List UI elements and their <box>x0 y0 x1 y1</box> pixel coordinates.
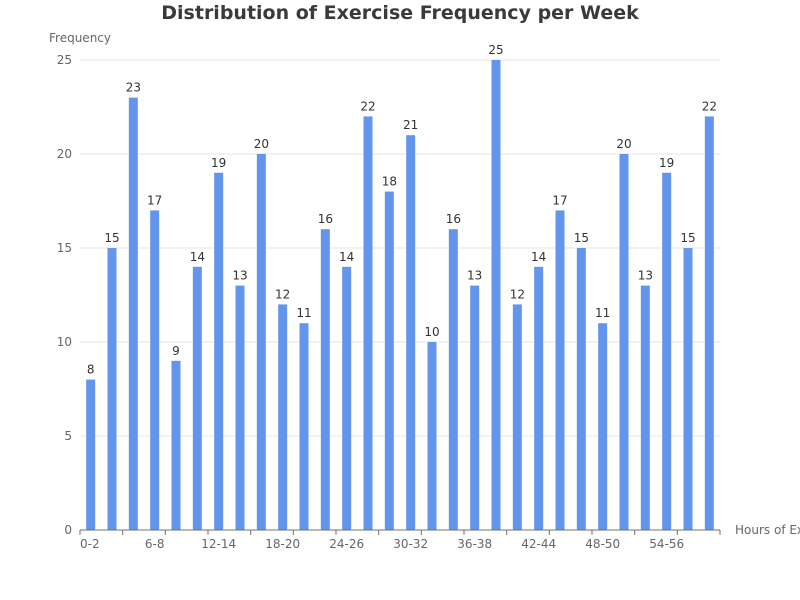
data-label: 17 <box>147 193 162 207</box>
bar-8-10[interactable] <box>171 360 181 530</box>
bar-10-12[interactable] <box>192 266 202 530</box>
data-label: 15 <box>104 231 119 245</box>
bar-54-56[interactable] <box>662 172 672 531</box>
x-tick-label: 0-2 <box>80 537 100 551</box>
bar-30-32[interactable] <box>406 135 416 530</box>
y-axis-title: Frequency <box>49 31 111 45</box>
x-tick-label: 18-20 <box>265 537 300 551</box>
bar-36-38[interactable] <box>470 285 480 530</box>
y-tick-label: 10 <box>57 335 72 349</box>
data-label: 20 <box>254 137 269 151</box>
data-label: 23 <box>126 81 141 95</box>
bar-14-16[interactable] <box>235 285 245 530</box>
bar-56-58[interactable] <box>683 248 693 530</box>
data-label: 14 <box>531 250 546 264</box>
data-label: 17 <box>552 193 567 207</box>
y-tick-label: 5 <box>64 429 72 443</box>
y-tick-label: 0 <box>64 523 72 537</box>
x-tick-label: 36-38 <box>457 537 492 551</box>
bar-2-4[interactable] <box>107 248 117 530</box>
bar-46-48[interactable] <box>576 248 586 530</box>
data-label: 12 <box>275 287 290 301</box>
bar-42-44[interactable] <box>534 266 544 530</box>
bar-38-40[interactable] <box>491 60 501 530</box>
data-label: 16 <box>446 212 461 226</box>
grid-lines <box>80 59 720 437</box>
x-tick-label: 30-32 <box>393 537 428 551</box>
bar-4-6[interactable] <box>128 97 138 530</box>
bar-52-54[interactable] <box>640 285 650 530</box>
x-tick-label: 54-56 <box>649 537 684 551</box>
x-tick-label: 6-8 <box>145 537 165 551</box>
data-label: 19 <box>659 156 674 170</box>
data-labels: 8 15 23 17 9 14 19 13 20 12 11 16 14 22 18 21 10 16 13 25 12… <box>87 43 717 377</box>
y-tick-label: 20 <box>57 147 72 161</box>
bar-18-20[interactable] <box>278 304 288 530</box>
data-label: 8 <box>87 363 95 377</box>
bar-32-34[interactable] <box>427 342 437 530</box>
bar-22-24[interactable] <box>320 229 330 530</box>
data-label: 12 <box>510 287 525 301</box>
data-label: 18 <box>382 175 397 189</box>
data-label: 21 <box>403 118 418 132</box>
bar-16-18[interactable] <box>256 154 266 530</box>
data-label: 10 <box>424 325 439 339</box>
bar-34-36[interactable] <box>448 229 458 530</box>
chart-title: Distribution of Exercise Frequency per W… <box>161 2 639 24</box>
bar-48-50[interactable] <box>598 323 608 530</box>
bar-58-60[interactable] <box>704 116 714 531</box>
bar-0-2[interactable] <box>86 379 96 530</box>
bar-50-52[interactable] <box>619 154 629 530</box>
data-label: 16 <box>318 212 333 226</box>
data-label: 13 <box>232 269 247 283</box>
y-tick-label: 25 <box>57 53 72 67</box>
data-label: 13 <box>638 269 653 283</box>
data-label: 9 <box>172 344 180 358</box>
bar-40-42[interactable] <box>512 304 522 530</box>
x-axis-title: Hours of Exercise <box>735 523 800 537</box>
y-tick-label: 15 <box>57 241 72 255</box>
data-label: 14 <box>339 250 354 264</box>
data-label: 15 <box>574 231 589 245</box>
bar-12-14[interactable] <box>214 172 224 531</box>
bar-28-30[interactable] <box>384 191 394 530</box>
data-label: 22 <box>360 99 375 113</box>
x-tick-label: 24-26 <box>329 537 364 551</box>
bars <box>86 60 714 531</box>
data-label: 13 <box>467 269 482 283</box>
x-tick-label: 48-50 <box>585 537 620 551</box>
bar-26-28[interactable] <box>363 116 373 531</box>
bar-44-46[interactable] <box>555 210 565 530</box>
data-label: 11 <box>595 306 610 320</box>
bar-20-22[interactable] <box>299 323 309 530</box>
bar-6-8[interactable] <box>150 210 160 530</box>
x-tick-label: 42-44 <box>521 537 556 551</box>
data-label: 22 <box>702 99 717 113</box>
data-label: 19 <box>211 156 226 170</box>
x-tick-label: 12-14 <box>201 537 236 551</box>
axes: 0 5 10 15 20 25 0-2 6-8 12-14 18-20 24-26 30-32 36-3… <box>57 53 721 551</box>
bar-24-26[interactable] <box>342 266 352 530</box>
data-label: 14 <box>190 250 205 264</box>
data-label: 11 <box>296 306 311 320</box>
data-label: 15 <box>680 231 695 245</box>
data-label: 20 <box>616 137 631 151</box>
data-label: 25 <box>488 43 503 57</box>
